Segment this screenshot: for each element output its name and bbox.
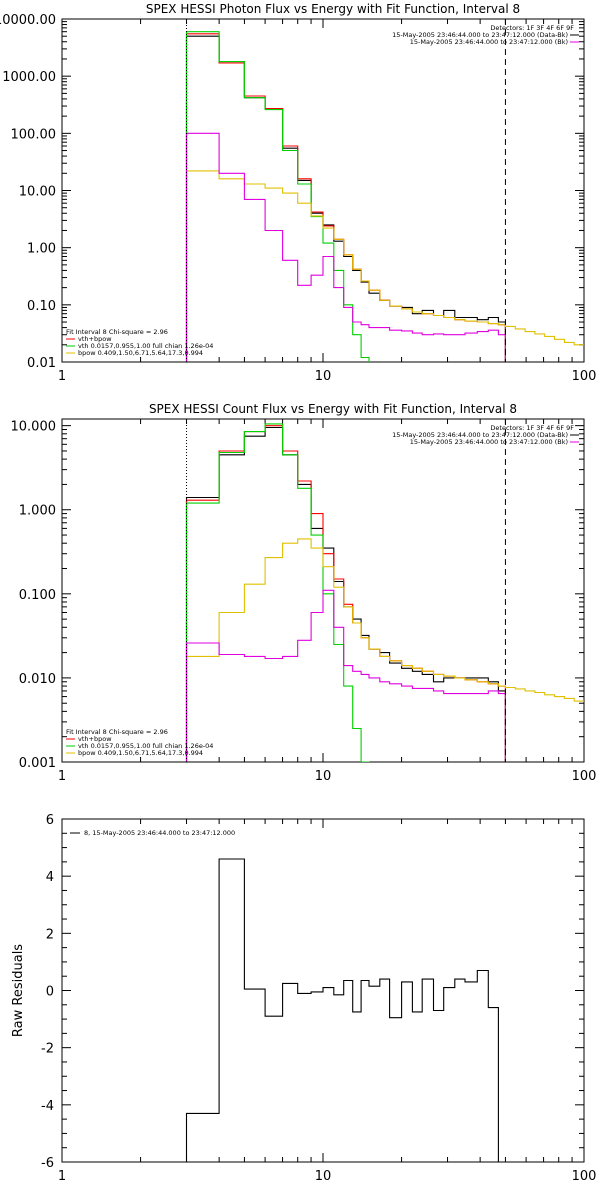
x-tick-label: 10 — [315, 1169, 332, 1184]
series-bpow — [185, 538, 584, 762]
legend-entry: vth+bpow — [78, 735, 112, 743]
y-tick-label: 10000.00 — [0, 13, 56, 28]
plot-area — [185, 423, 584, 762]
x-tick-label: 100 — [572, 769, 597, 784]
legend-entry: vth+bpow — [78, 335, 112, 343]
count-flux-panel: SPEX HESSI Count Flux vs Energy with Fit… — [11, 402, 597, 784]
legend-entry: bpow 0.409,1.50,6.71,5.64,17.3,0.994 — [78, 749, 203, 757]
photon-flux-panel: SPEX HESSI Photon Flux vs Energy with Fi… — [0, 2, 596, 384]
residuals-panel: 1 10 100 6 4 2 0 -2 -4 -6 Raw Residuals 8, 15-May-2… — [11, 813, 596, 1184]
series-bk — [185, 132, 506, 362]
plot-area — [185, 31, 584, 362]
y-tick-label: 0 — [46, 985, 54, 1000]
legend-entry: Detectors: 1F 3F 4F 6F 9F — [490, 424, 574, 432]
plot-area — [185, 858, 506, 1162]
y-tick-label: 4 — [46, 870, 54, 885]
x-tick-label: 1 — [58, 1169, 66, 1184]
y-tick-label: 6 — [46, 813, 54, 828]
series-bpow — [185, 170, 584, 362]
legend-entry: 8, 15-May-2005 23:46:44.000 to 23:47:12.… — [84, 829, 235, 837]
x-tick-label: 100 — [572, 1169, 597, 1184]
legend-entry: Fit Interval 8 Chi-square = 2.96 — [66, 328, 168, 336]
y-tick-label: 10.000 — [11, 420, 57, 435]
series-vth — [185, 423, 370, 762]
series-data-bk — [185, 426, 506, 762]
y-tick-label: 10.00 — [19, 185, 56, 200]
series-residuals — [185, 858, 506, 1162]
x-tick-label: 1 — [58, 369, 66, 384]
series-vth-bpow — [185, 425, 506, 762]
y-tick-label: 2 — [46, 927, 54, 942]
y-tick-label: 1.000 — [19, 504, 56, 519]
y-tick-label: 0.10 — [27, 299, 56, 314]
y-tick-label: 100.00 — [11, 127, 57, 142]
series-vth — [185, 31, 370, 362]
y-tick-label: -6 — [41, 1156, 54, 1171]
legend-entry: 15-May-2005 23:46:44.000 to 23:47:12.000… — [392, 431, 568, 439]
y-tick-label: 0.001 — [19, 756, 56, 771]
y-tick-label: 1000.00 — [2, 70, 56, 85]
y-tick-label: 0.01 — [27, 356, 56, 371]
legend-entry: vth 0.0157,0.955,1.00 full chian 1.26e-0… — [78, 742, 213, 750]
series-data-bk — [185, 35, 506, 362]
y-tick-label: 1.00 — [27, 242, 56, 257]
y-tick-label: 0.010 — [19, 672, 56, 687]
chart-title: SPEX HESSI Photon Flux vs Energy with Fi… — [146, 2, 520, 16]
x-tick-label: 10 — [315, 369, 332, 384]
legend-entry: 15-May-2005 23:46:44.000 to 23:47:12.000… — [410, 38, 568, 46]
legend-entry: vth 0.0157,0.955,1.00 full chian 1.26e-0… — [78, 342, 213, 350]
legend-entry: Fit Interval 8 Chi-square = 2.96 — [66, 728, 168, 736]
legend-entry: bpow 0.409,1.50,6.71,5.64,17.3,0.994 — [78, 349, 203, 357]
y-tick-label: -2 — [41, 1042, 54, 1057]
y-tick-label: -4 — [41, 1099, 54, 1114]
legend-entry: Detectors: 1F 3F 4F 6F 9F — [490, 24, 574, 32]
x-tick-label: 1 — [58, 769, 66, 784]
chart-title: SPEX HESSI Count Flux vs Energy with Fit… — [149, 402, 517, 416]
y-tick-label: 0.100 — [19, 588, 56, 603]
x-tick-label: 100 — [572, 369, 597, 384]
x-tick-label: 10 — [315, 769, 332, 784]
legend-entry: 15-May-2005 23:46:44.000 to 23:47:12.000… — [392, 31, 568, 39]
legend-entry: 15-May-2005 23:46:44.000 to 23:47:12.000… — [410, 438, 568, 446]
y-axis-label: Raw Residuals — [11, 944, 26, 1037]
series-bk — [185, 589, 506, 762]
